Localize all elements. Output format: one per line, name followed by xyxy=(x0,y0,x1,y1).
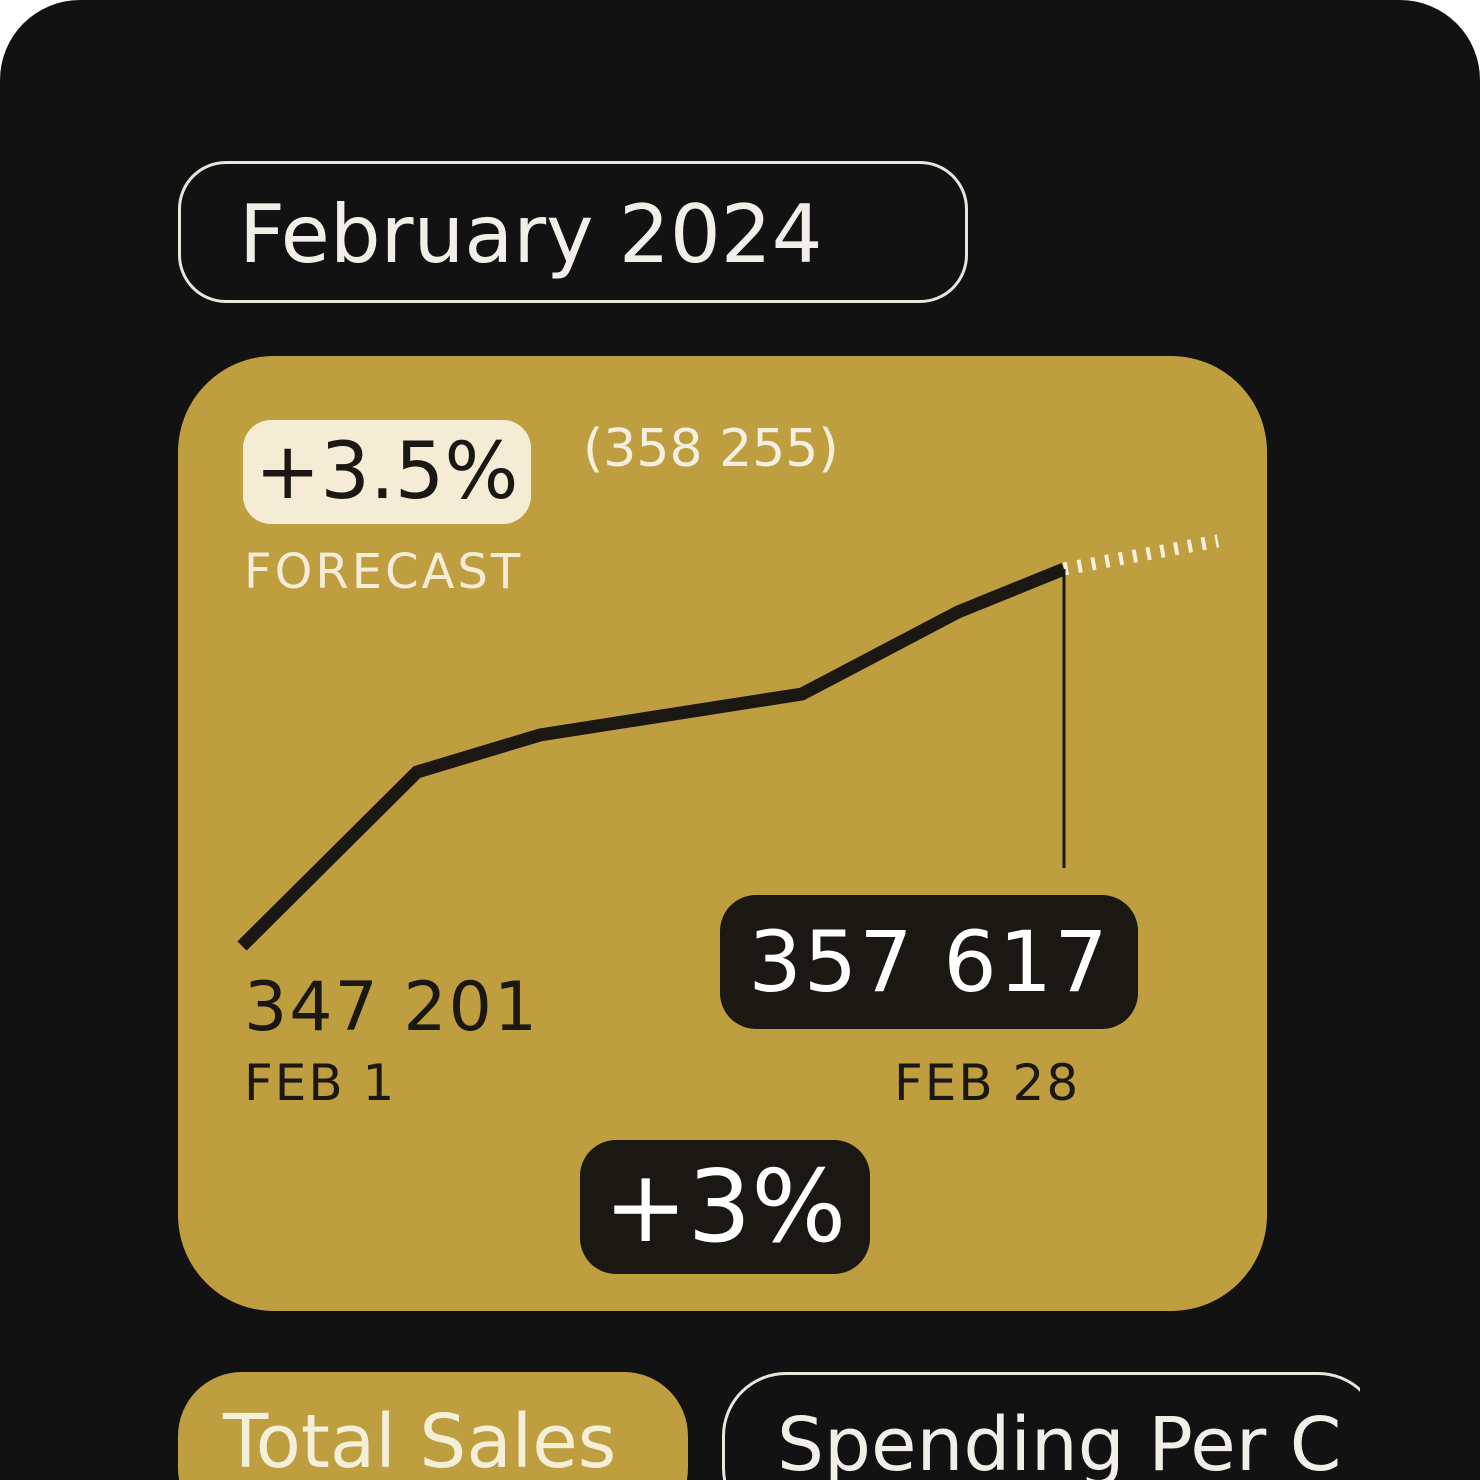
end-date-label: FEB 28 xyxy=(894,1054,1081,1112)
change-percent-badge: +3% xyxy=(580,1140,870,1274)
forecast-percent: +3.5% xyxy=(255,427,519,517)
forecast-value: (358 255) xyxy=(583,419,839,479)
period-selector[interactable]: February 2024 xyxy=(178,161,968,303)
change-percent: +3% xyxy=(603,1148,847,1265)
tab-total-sales[interactable]: Total Sales xyxy=(178,1372,688,1480)
tab-spending-per-customer[interactable]: Spending Per C xyxy=(722,1372,1382,1480)
end-value-badge: 357 617 xyxy=(720,895,1138,1029)
tab-overflow-mask xyxy=(1360,1360,1480,1480)
forecast-dashed-line xyxy=(1062,534,1220,576)
forecast-percent-badge: +3.5% xyxy=(243,420,531,524)
sales-card: +3.5% (358 255) FORECAST 347 201 FEB 1 3… xyxy=(178,356,1267,1311)
forecast-label: FORECAST xyxy=(244,544,524,600)
tab-total-sales-label: Total Sales xyxy=(223,1399,617,1480)
start-date-label: FEB 1 xyxy=(244,1054,397,1112)
start-value: 347 201 xyxy=(244,968,540,1047)
end-value: 357 617 xyxy=(748,913,1110,1011)
period-label: February 2024 xyxy=(239,188,823,281)
sales-line-chart xyxy=(237,534,1220,951)
actual-sales-line xyxy=(237,562,1067,951)
tab-spending-label: Spending Per C xyxy=(777,1402,1342,1480)
